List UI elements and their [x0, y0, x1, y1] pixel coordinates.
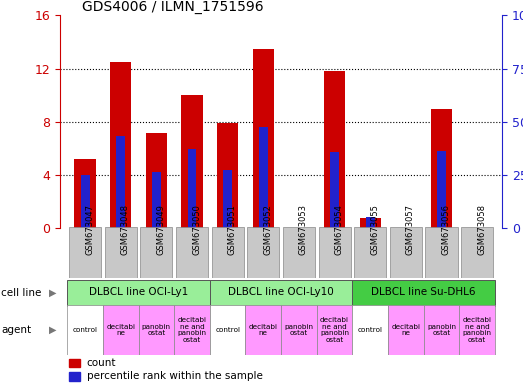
Bar	[69, 227, 101, 278]
Bar	[223, 170, 232, 228]
Text: ▶: ▶	[49, 288, 56, 298]
Bar	[181, 95, 203, 228]
Text: decitabi
ne and
panobin
ostat: decitabi ne and panobin ostat	[320, 318, 349, 343]
Bar	[74, 159, 96, 228]
Bar	[259, 127, 268, 228]
Text: panobin
ostat: panobin ostat	[427, 324, 456, 336]
Bar	[116, 136, 125, 228]
Text: decitabi
ne and
panobin
ostat: decitabi ne and panobin ostat	[177, 318, 207, 343]
Bar	[431, 109, 452, 228]
Text: GSM673049: GSM673049	[156, 204, 165, 255]
Bar	[388, 305, 424, 355]
Bar	[425, 227, 458, 278]
Text: GSM673054: GSM673054	[335, 204, 344, 255]
Bar	[324, 71, 345, 228]
Text: DLBCL line OCI-Ly1: DLBCL line OCI-Ly1	[89, 287, 188, 297]
Bar	[67, 280, 210, 306]
Text: GDS4006 / ILMN_1751596: GDS4006 / ILMN_1751596	[82, 0, 264, 14]
Bar	[366, 217, 374, 228]
Bar	[281, 305, 317, 355]
Bar	[81, 175, 89, 228]
Text: control: control	[358, 327, 383, 333]
Bar	[217, 123, 238, 228]
Text: DLBCL line OCI-Ly10: DLBCL line OCI-Ly10	[228, 287, 334, 297]
Bar	[69, 372, 80, 381]
Bar	[152, 172, 161, 228]
Text: GSM673050: GSM673050	[192, 204, 201, 255]
Bar	[283, 227, 315, 278]
Bar	[359, 218, 381, 228]
Text: agent: agent	[1, 325, 31, 335]
Text: ▶: ▶	[49, 325, 56, 335]
Bar	[69, 359, 80, 367]
Bar	[212, 227, 244, 278]
Text: GSM673048: GSM673048	[121, 204, 130, 255]
Bar	[437, 151, 446, 228]
Text: GSM673055: GSM673055	[370, 204, 379, 255]
Text: control: control	[73, 327, 98, 333]
Text: GSM673051: GSM673051	[228, 204, 236, 255]
Bar	[319, 227, 350, 278]
Text: GSM673056: GSM673056	[441, 204, 450, 255]
Bar	[245, 305, 281, 355]
Bar	[174, 305, 210, 355]
Bar	[353, 305, 388, 355]
Text: DLBCL line Su-DHL6: DLBCL line Su-DHL6	[371, 287, 476, 297]
Text: panobin
ostat: panobin ostat	[142, 324, 171, 336]
Bar	[110, 62, 131, 228]
Bar	[146, 132, 167, 228]
Bar	[67, 305, 103, 355]
Text: GSM673052: GSM673052	[263, 204, 272, 255]
Bar	[188, 149, 197, 228]
Bar	[139, 305, 174, 355]
Bar	[253, 49, 274, 228]
Bar	[176, 227, 208, 278]
Text: control: control	[215, 327, 240, 333]
Text: decitabi
ne: decitabi ne	[106, 324, 135, 336]
Bar	[103, 305, 139, 355]
Text: decitabi
ne and
panobin
ostat: decitabi ne and panobin ostat	[463, 318, 492, 343]
Text: decitabi
ne: decitabi ne	[391, 324, 420, 336]
Text: panobin
ostat: panobin ostat	[285, 324, 313, 336]
Bar	[210, 305, 245, 355]
Bar	[459, 305, 495, 355]
Bar	[461, 227, 493, 278]
Text: GSM673057: GSM673057	[406, 204, 415, 255]
Text: cell line: cell line	[1, 288, 41, 298]
Bar	[210, 280, 353, 306]
Bar	[353, 280, 495, 306]
Bar	[317, 305, 353, 355]
Bar	[140, 227, 173, 278]
Text: GSM673047: GSM673047	[85, 204, 94, 255]
Text: GSM673058: GSM673058	[477, 204, 486, 255]
Text: percentile rank within the sample: percentile rank within the sample	[87, 371, 263, 381]
Bar	[424, 305, 459, 355]
Bar	[390, 227, 422, 278]
Bar	[105, 227, 137, 278]
Bar	[354, 227, 386, 278]
Bar	[247, 227, 279, 278]
Bar	[330, 152, 339, 228]
Text: GSM673053: GSM673053	[299, 204, 308, 255]
Text: decitabi
ne: decitabi ne	[249, 324, 278, 336]
Text: count: count	[87, 358, 116, 368]
